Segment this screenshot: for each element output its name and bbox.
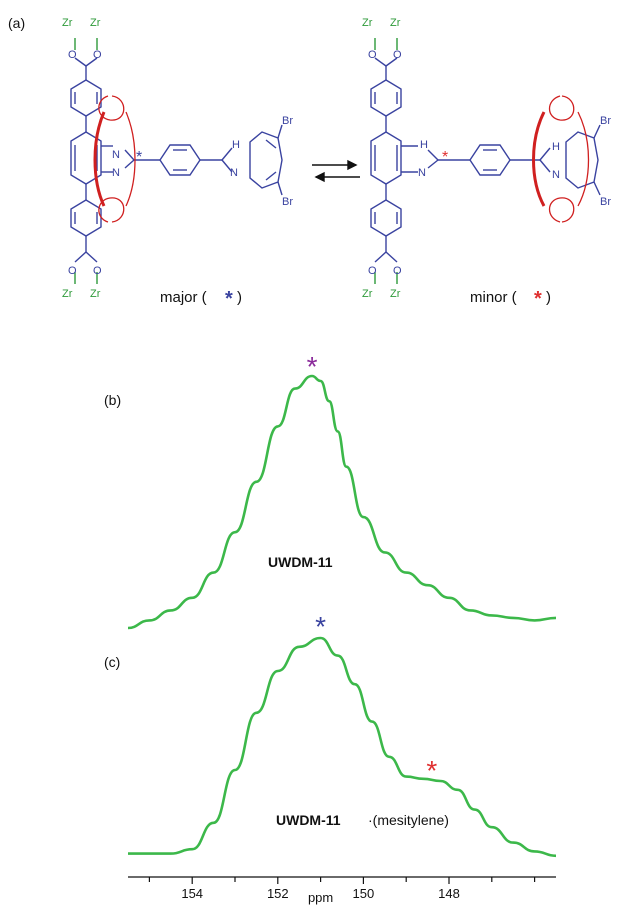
minor-caption-asterisk: * <box>534 288 542 310</box>
n-label-major-right: N <box>230 167 238 179</box>
panel-label-b: (b) <box>104 392 121 408</box>
o-label-minor-top-right: O <box>393 49 402 61</box>
minor-label-close: ) <box>546 289 551 306</box>
o-label-minor-top-left: O <box>368 49 377 61</box>
panel-label-c: (c) <box>104 654 120 670</box>
x-axis: 154 152 150 148 ppm <box>128 876 556 905</box>
x-axis-title: ppm <box>308 890 333 905</box>
major-caption-asterisk: * <box>225 288 233 310</box>
spectrum-b-label: UWDM-11 <box>268 554 333 570</box>
o-label-top-right: O <box>93 49 102 61</box>
o-label-bottom-right: O <box>93 265 102 277</box>
minor-structure <box>370 38 601 284</box>
n-label-major-bottom: N <box>112 167 120 179</box>
o-label-minor-bottom-right: O <box>393 265 402 277</box>
zr-label-top-left: Zr <box>62 17 73 29</box>
panel-label-a: (a) <box>8 15 25 31</box>
zr-label-minor-top-left: Zr <box>362 17 373 29</box>
zr-label-bottom-left: Zr <box>62 288 73 300</box>
major-label-close: ) <box>237 289 242 306</box>
spectrum-c-line <box>128 636 557 858</box>
x-axis-tick-label: 148 <box>438 886 460 901</box>
x-axis-tick-label: 154 <box>181 886 203 901</box>
o-label-top-left: O <box>68 49 77 61</box>
x-axis-tick-label: 152 <box>267 886 289 901</box>
x-axis-tick-label: 150 <box>353 886 375 901</box>
nh-label-minor: H <box>420 139 428 151</box>
zr-label-minor-top-right: Zr <box>390 17 401 29</box>
nh-label-minor-right: H <box>552 141 560 153</box>
spectrum-b-peak-asterisk: * <box>307 351 318 382</box>
major-structure <box>70 38 283 284</box>
zr-label-minor-bottom-left: Zr <box>362 288 373 300</box>
spectrum-c-label: UWDM-11 <box>276 812 341 828</box>
spectrum-b-line <box>127 374 557 630</box>
major-label: major ( <box>160 289 207 306</box>
major-caption: major ( * ) <box>160 288 242 310</box>
minor-caption: minor ( * ) <box>470 288 551 310</box>
zr-label-bottom-right: Zr <box>90 288 101 300</box>
o-label-minor-bottom-left: O <box>368 265 377 277</box>
br-label-major-bottom: Br <box>282 196 293 208</box>
n-label-major-top: N <box>112 149 120 161</box>
br-label-major-top: Br <box>282 115 293 127</box>
br-label-minor-bottom: Br <box>600 196 611 208</box>
spectrum-c-major-asterisk: * <box>315 611 326 642</box>
minor-label: minor ( <box>470 289 517 306</box>
spectrum-c-minor-asterisk: * <box>426 755 437 786</box>
o-label-bottom-left: O <box>68 265 77 277</box>
n-label-minor-right: N <box>552 169 560 181</box>
major-crown-ether <box>93 95 136 223</box>
spectrum-c-label-suffix: ·(mesitylene) <box>368 812 449 828</box>
n-label-minor: N <box>418 167 426 179</box>
minor-marker-asterisk: * <box>442 149 448 166</box>
major-marker-asterisk: * <box>136 149 142 166</box>
br-label-minor-top: Br <box>600 115 611 127</box>
equilibrium-arrows-icon <box>312 159 360 183</box>
zr-label-minor-bottom-right: Zr <box>390 288 401 300</box>
minor-crown-ether <box>532 95 590 223</box>
nh-label-major: H <box>232 139 240 151</box>
zr-label-top-right: Zr <box>90 17 101 29</box>
